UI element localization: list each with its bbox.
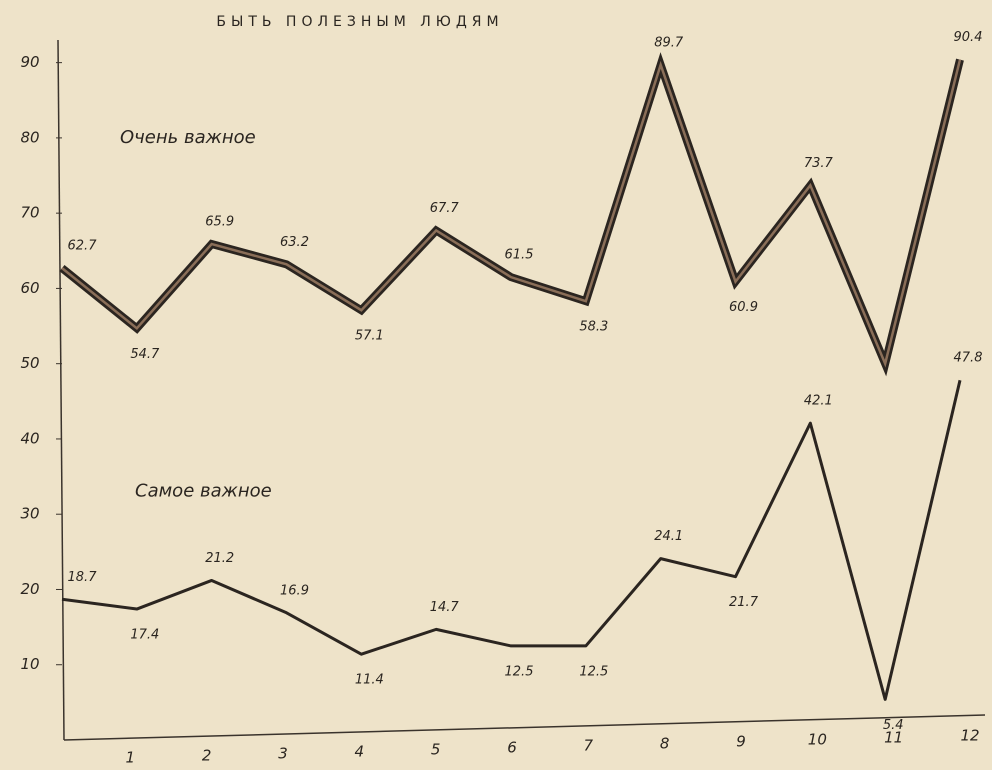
data-label: 21.2	[205, 551, 234, 566]
series-line	[59, 52, 964, 377]
data-label: 21.7	[729, 595, 759, 610]
y-tick-label: 10	[20, 655, 39, 673]
data-label: 11.4	[355, 673, 384, 688]
data-label: 5.4	[883, 718, 904, 733]
x-tick-label: 12	[960, 727, 979, 745]
x-tick-label: 9	[736, 733, 746, 751]
series-line	[61, 379, 962, 701]
data-label: 18.7	[68, 570, 98, 585]
x-tick-label: 3	[278, 745, 288, 763]
data-label: 16.9	[280, 583, 309, 598]
chart-title: БЫТЬ ПОЛЕЗНЫМ ЛЮДЯМ	[216, 14, 503, 30]
data-label: 12.5	[579, 664, 608, 679]
x-tick-label: 2	[202, 747, 212, 765]
data-label: 14.7	[430, 600, 460, 615]
x-tick-label: 6	[507, 739, 517, 757]
data-label: 58.3	[579, 320, 608, 335]
x-tick-label: 1	[126, 749, 136, 767]
data-label: 63.2	[280, 235, 309, 250]
data-label: 62.7	[68, 239, 98, 254]
data-label: 60.9	[729, 300, 758, 315]
data-label: 90.4	[954, 30, 983, 45]
x-tick-label: 10	[808, 731, 827, 749]
y-tick-label: 90	[20, 53, 39, 71]
data-label: 89.7	[654, 35, 684, 50]
y-tick-label: 20	[20, 580, 39, 598]
y-tick-label: 50	[20, 354, 39, 372]
data-label: 47.8	[954, 351, 983, 366]
y-tick-label: 30	[20, 505, 39, 523]
data-label: 57.1	[355, 329, 384, 344]
data-label: 73.7	[804, 156, 834, 171]
data-label: 42.1	[804, 394, 833, 409]
data-label: 67.7	[430, 201, 460, 216]
x-axis	[63, 714, 986, 741]
series-label: Самое важное	[135, 481, 272, 502]
data-label: 24.1	[654, 529, 683, 544]
x-tick-label: 5	[431, 741, 441, 759]
data-label: 54.7	[130, 347, 160, 362]
y-tick-label: 60	[20, 279, 39, 297]
x-tick-label: 7	[584, 737, 594, 755]
series-line-inner	[61, 59, 962, 368]
data-label: 61.5	[505, 248, 534, 263]
x-tick-label: 4	[355, 743, 365, 761]
y-axis	[57, 39, 65, 741]
y-tick-label: 40	[20, 429, 39, 447]
series-label: Очень важное	[120, 127, 256, 148]
x-tick-label: 11	[884, 729, 903, 747]
y-tick-label: 70	[20, 204, 39, 222]
data-label: 17.4	[130, 628, 159, 643]
x-tick-label: 8	[660, 735, 670, 753]
y-tick-label: 80	[20, 128, 39, 146]
data-label: 12.5	[505, 664, 534, 679]
data-label: 65.9	[205, 215, 234, 230]
